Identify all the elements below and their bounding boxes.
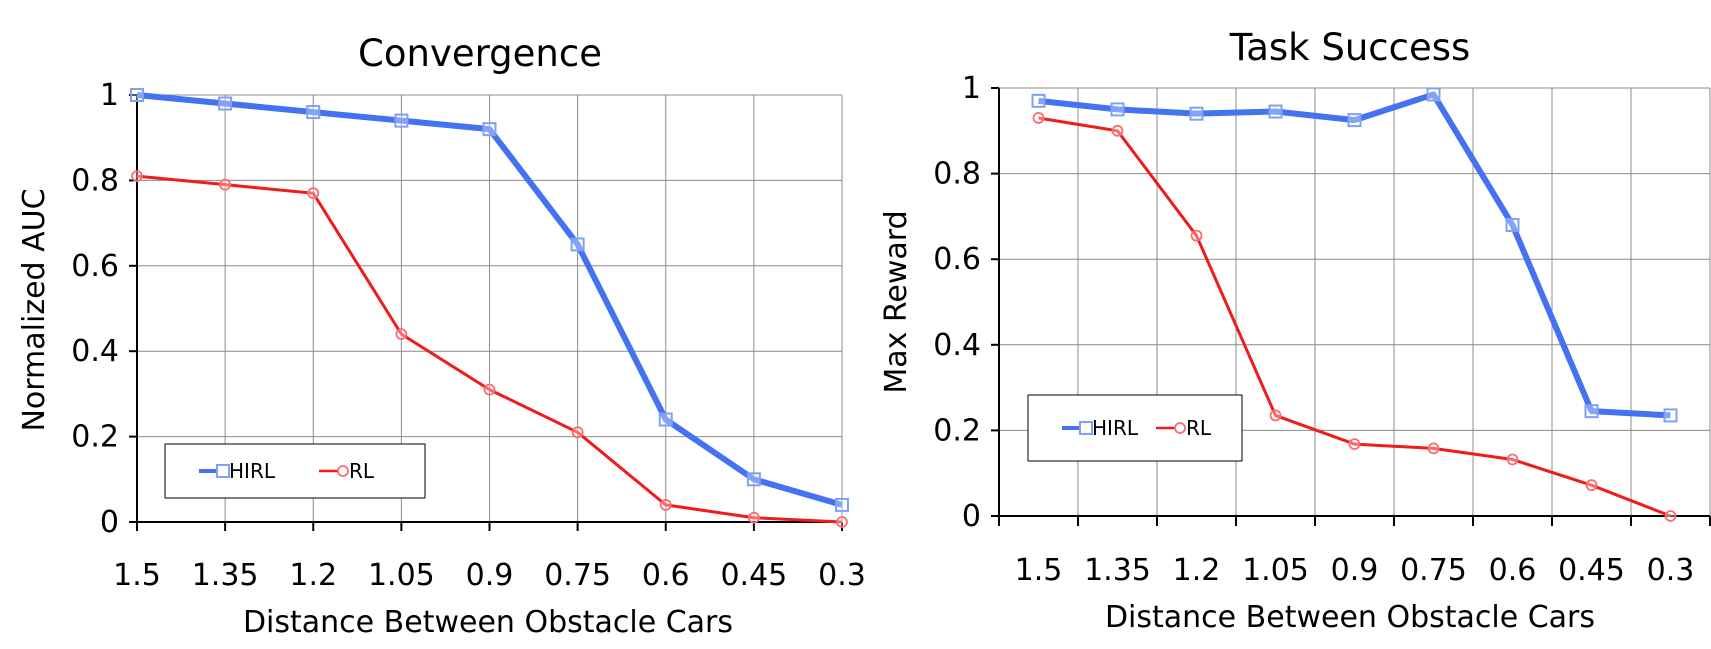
data-point-rl <box>219 178 232 191</box>
data-point-hirl <box>1110 102 1125 117</box>
data-point-hirl <box>835 497 849 512</box>
data-point-rl <box>747 511 760 524</box>
x-tick-label: 1.2 <box>289 558 337 593</box>
data-point-rl <box>307 187 320 200</box>
x-tick-label: 0.75 <box>544 558 611 593</box>
y-tick-label: 0.4 <box>71 334 119 369</box>
series-line-hirl <box>1038 91 1671 419</box>
y-tick-label: 0.4 <box>933 328 981 363</box>
x-tick-label: 0.9 <box>1331 553 1379 588</box>
data-point-hirl <box>130 88 144 102</box>
legend-label-hirl: HIRL <box>229 459 276 483</box>
x-tick-label: 0.6 <box>1489 553 1537 588</box>
data-point-hirl <box>570 237 585 252</box>
legend: HIRL RL <box>164 443 426 499</box>
data-point-rl <box>1427 442 1440 455</box>
data-point-hirl <box>1505 217 1520 232</box>
data-point-hirl <box>746 472 761 487</box>
y-tick-label: 0.6 <box>71 249 119 284</box>
data-point-rl <box>1190 229 1203 242</box>
y-axis-label: Max Reward <box>879 210 914 393</box>
data-point-rl <box>836 516 848 528</box>
y-tick-label: 0.8 <box>933 157 981 192</box>
series-line-hirl <box>136 92 843 508</box>
x-tick-label: 0.3 <box>818 558 866 593</box>
data-point-hirl <box>1663 408 1678 423</box>
x-axis-label: Distance Between Obstacle Cars <box>243 605 733 640</box>
data-point-hirl <box>482 122 497 137</box>
data-point-hirl <box>1189 106 1204 121</box>
y-tick-label: 0.2 <box>71 420 119 455</box>
y-tick-label: 1 <box>962 71 981 106</box>
x-tick-label: 1.05 <box>368 558 435 593</box>
legend-label-rl: RL <box>349 459 375 483</box>
chart-2: 0 0.2 0.4 0.6 0.8 1 1.5 1.35 1.2 1.05 0.9 0.75 0.6 0.… <box>879 26 1711 635</box>
data-point-rl <box>395 328 408 341</box>
data-point-rl <box>1111 124 1124 137</box>
x-tick-label: 1.35 <box>192 558 259 593</box>
x-tick-label: 1.5 <box>1015 553 1063 588</box>
x-tick-label: 0.3 <box>1647 553 1695 588</box>
data-point-rl <box>659 499 672 511</box>
y-axis-label: Normalized AUC <box>17 188 52 431</box>
chart-title: Task Success <box>1229 26 1471 69</box>
x-tick-label: 0.6 <box>642 558 690 593</box>
chart-1: 0 0.2 0.4 0.6 0.8 1 1.5 1.35 1.2 1.05 0.9 0.75 0.6 0.… <box>17 32 866 640</box>
legend-marker-hirl <box>1079 421 1093 435</box>
legend-label-rl: RL <box>1186 416 1212 440</box>
data-point-hirl <box>394 113 409 128</box>
data-point-hirl <box>1426 87 1441 102</box>
data-point-rl <box>1506 453 1519 466</box>
x-axis-label: Distance Between Obstacle Cars <box>1105 600 1595 635</box>
chart-title: Convergence <box>358 32 602 75</box>
data-point-rl <box>131 170 143 183</box>
data-point-hirl <box>306 105 321 120</box>
x-tick-label: 0.45 <box>720 558 787 593</box>
data-point-rl <box>1348 438 1361 450</box>
data-point-hirl <box>658 412 673 427</box>
data-point-hirl <box>1031 93 1046 108</box>
data-point-rl <box>571 426 584 439</box>
data-point-rl <box>1664 510 1677 522</box>
legend: HIRL RL <box>1027 394 1243 462</box>
x-tick-label: 1.35 <box>1084 553 1151 588</box>
legend-label-hirl: HIRL <box>1092 416 1139 440</box>
data-point-rl <box>1585 479 1598 492</box>
x-tick-label: 1.05 <box>1242 553 1309 588</box>
data-point-rl <box>483 383 496 396</box>
y-tick-label: 0 <box>962 499 981 534</box>
legend-marker-rl <box>337 465 349 477</box>
y-tick-label: 1 <box>100 78 119 113</box>
data-point-rl <box>1269 409 1282 422</box>
y-tick-label: 0 <box>100 505 119 540</box>
series-line-rl <box>136 174 843 524</box>
x-tick-label: 0.9 <box>466 558 514 593</box>
x-tick-label: 0.75 <box>1400 553 1467 588</box>
data-point-hirl <box>218 96 233 111</box>
x-tick-label: 1.2 <box>1173 553 1221 588</box>
legend-marker-hirl <box>216 464 230 478</box>
y-tick-label: 0.2 <box>933 413 981 448</box>
y-tick-label: 0.6 <box>933 242 981 277</box>
data-point-rl <box>1032 112 1045 124</box>
y-tick-label: 0.8 <box>71 163 119 198</box>
data-point-hirl <box>1268 104 1283 119</box>
legend-marker-rl <box>1174 422 1186 434</box>
x-tick-label: 0.45 <box>1558 553 1625 588</box>
x-tick-label: 1.5 <box>113 558 161 593</box>
data-point-hirl <box>1347 113 1362 128</box>
data-point-hirl <box>1584 404 1599 419</box>
series-line-rl <box>1038 116 1672 518</box>
